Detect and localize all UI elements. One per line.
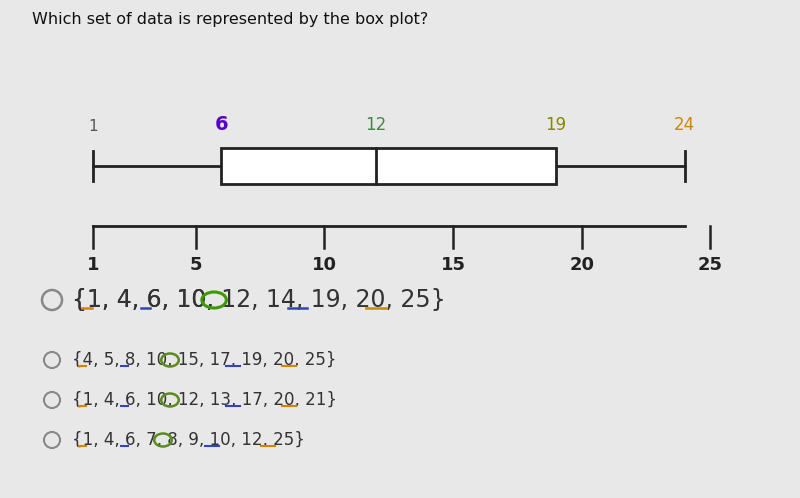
Text: {4, 5, 8, 10, 15, 17, 19, 20, 25}: {4, 5, 8, 10, 15, 17, 19, 20, 25} (72, 351, 337, 369)
Text: 5: 5 (190, 256, 202, 274)
Text: 15: 15 (441, 256, 466, 274)
Text: 24: 24 (674, 117, 695, 134)
Text: 25: 25 (698, 256, 722, 274)
Text: 12: 12 (366, 117, 386, 134)
Text: Which set of data is represented by the box plot?​: Which set of data is represented by the … (32, 12, 428, 27)
Text: 6: 6 (214, 116, 228, 134)
Text: 20: 20 (569, 256, 594, 274)
Text: 10: 10 (312, 256, 337, 274)
Text: {1, 4, 6, 10, 12, 14, 19, 20, 25}: {1, 4, 6, 10, 12, 14, 19, 20, 25} (72, 288, 446, 312)
Bar (222, 148, 556, 184)
Text: {1, 4, 6, 10,: {1, 4, 6, 10, (72, 288, 222, 312)
Text: {1, 4, 6, 10, 12, 13, 17, 20, 21}: {1, 4, 6, 10, 12, 13, 17, 20, 21} (72, 391, 337, 409)
Text: 1: 1 (88, 120, 98, 134)
Text: 19: 19 (546, 117, 566, 134)
Text: 1: 1 (86, 256, 99, 274)
Text: {1, 4, 6, 7, 8, 9, 10, 12, 25}: {1, 4, 6, 7, 8, 9, 10, 12, 25} (72, 431, 305, 449)
